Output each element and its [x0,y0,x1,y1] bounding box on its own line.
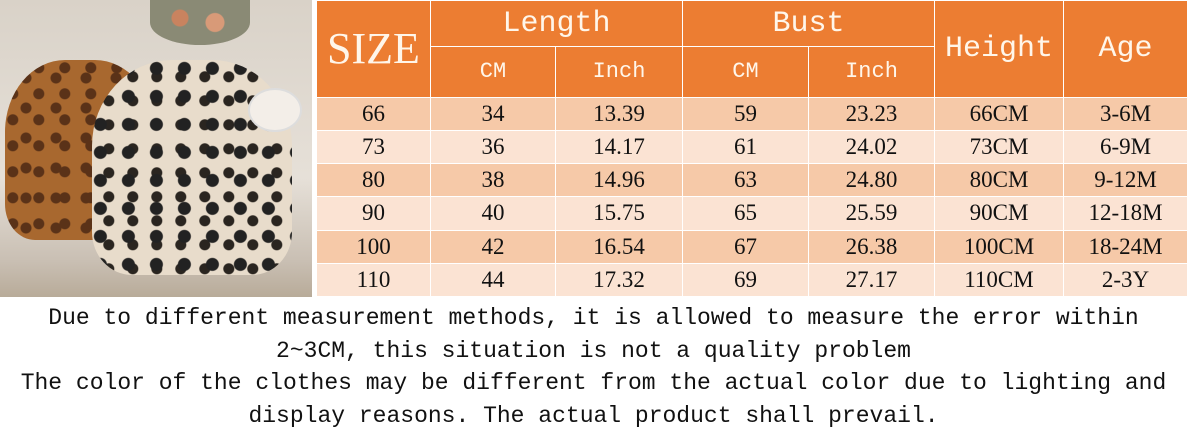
table-cell: 44 [430,262,556,298]
table-cell: 12-18M [1063,196,1187,231]
table-cell: 90CM [934,196,1065,231]
note-line-4: display reasons. The actual product shal… [248,402,939,429]
table-cell: 27.17 [807,262,936,298]
product-photo [0,0,312,297]
header-length-cm: CM [430,46,556,98]
table-cell: 2-3Y [1063,262,1187,298]
table-cell: 80 [316,163,431,198]
table-cell: 40 [430,196,556,231]
table-cell: 24.02 [807,129,936,165]
table-cell: 73CM [934,129,1065,165]
table-row: 66 34 13.39 59 23.23 66CM 3-6M [316,96,1187,131]
table-cell: 13.39 [555,96,683,131]
table-cell: 65 [682,196,809,231]
header-age: Age [1063,0,1187,98]
size-chart-table: SIZE Length Bust Height Age CM Inch CM I… [316,0,1187,298]
table-cell: 9-12M [1063,163,1187,198]
table-cell: 6-9M [1063,129,1187,165]
table-cell: 100 [316,229,431,264]
table-cell: 67 [682,229,809,264]
table-cell: 14.17 [555,129,683,165]
table-cell: 17.32 [555,262,683,298]
measurement-note: Due to different measurement methods, it… [0,302,1187,432]
note-line-2: 2~3CM, this situation is not a quality p… [276,337,911,364]
table-cell: 59 [682,96,809,131]
table-cell: 25.59 [807,196,936,231]
table-cell: 110 [316,262,431,298]
table-cell: 23.23 [807,96,936,131]
header-bust-inch: Inch [807,46,936,98]
header-bust: Bust [681,0,936,48]
table-cell: 69 [682,262,809,298]
table-cell: 42 [430,229,556,264]
baby-shoes [250,90,300,130]
header-size: SIZE [316,0,431,98]
table-cell: 15.75 [555,196,683,231]
table-cell: 61 [682,129,809,165]
table-cell: 26.38 [807,229,936,264]
table-cell: 90 [316,196,431,231]
table-cell: 63 [682,163,809,198]
table-cell: 110CM [934,262,1065,298]
table-cell: 38 [430,163,556,198]
table-row: 73 36 14.17 61 24.02 73CM 6-9M [316,129,1187,165]
table-cell: 16.54 [555,229,683,264]
table-row: 110 44 17.32 69 27.17 110CM 2-3Y [316,262,1187,298]
table-row: 90 40 15.75 65 25.59 90CM 12-18M [316,196,1187,231]
header-length: Length [430,0,683,48]
header-bust-cm: CM [682,46,809,98]
table-cell: 34 [430,96,556,131]
table-cell: 100CM [934,229,1065,264]
table-cell: 14.96 [555,163,683,198]
note-line-3: The color of the clothes may be differen… [20,370,1167,396]
header-height: Height [934,0,1065,98]
table-cell: 36 [430,129,556,165]
table-cell: 66 [316,96,431,131]
table-cell: 24.80 [807,163,936,198]
table-cell: 66CM [934,96,1065,131]
table-cell: 73 [316,129,431,165]
table-row: 100 42 16.54 67 26.38 100CM 18-24M [316,229,1187,264]
note-line-1: Due to different measurement methods, it… [48,305,1139,331]
table-cell: 3-6M [1063,96,1187,131]
header-length-inch: Inch [555,46,683,98]
table-cell: 80CM [934,163,1065,198]
flower-vase [150,0,250,45]
table-cell: 18-24M [1063,229,1187,264]
table-row: 80 38 14.96 63 24.80 80CM 9-12M [316,163,1187,198]
